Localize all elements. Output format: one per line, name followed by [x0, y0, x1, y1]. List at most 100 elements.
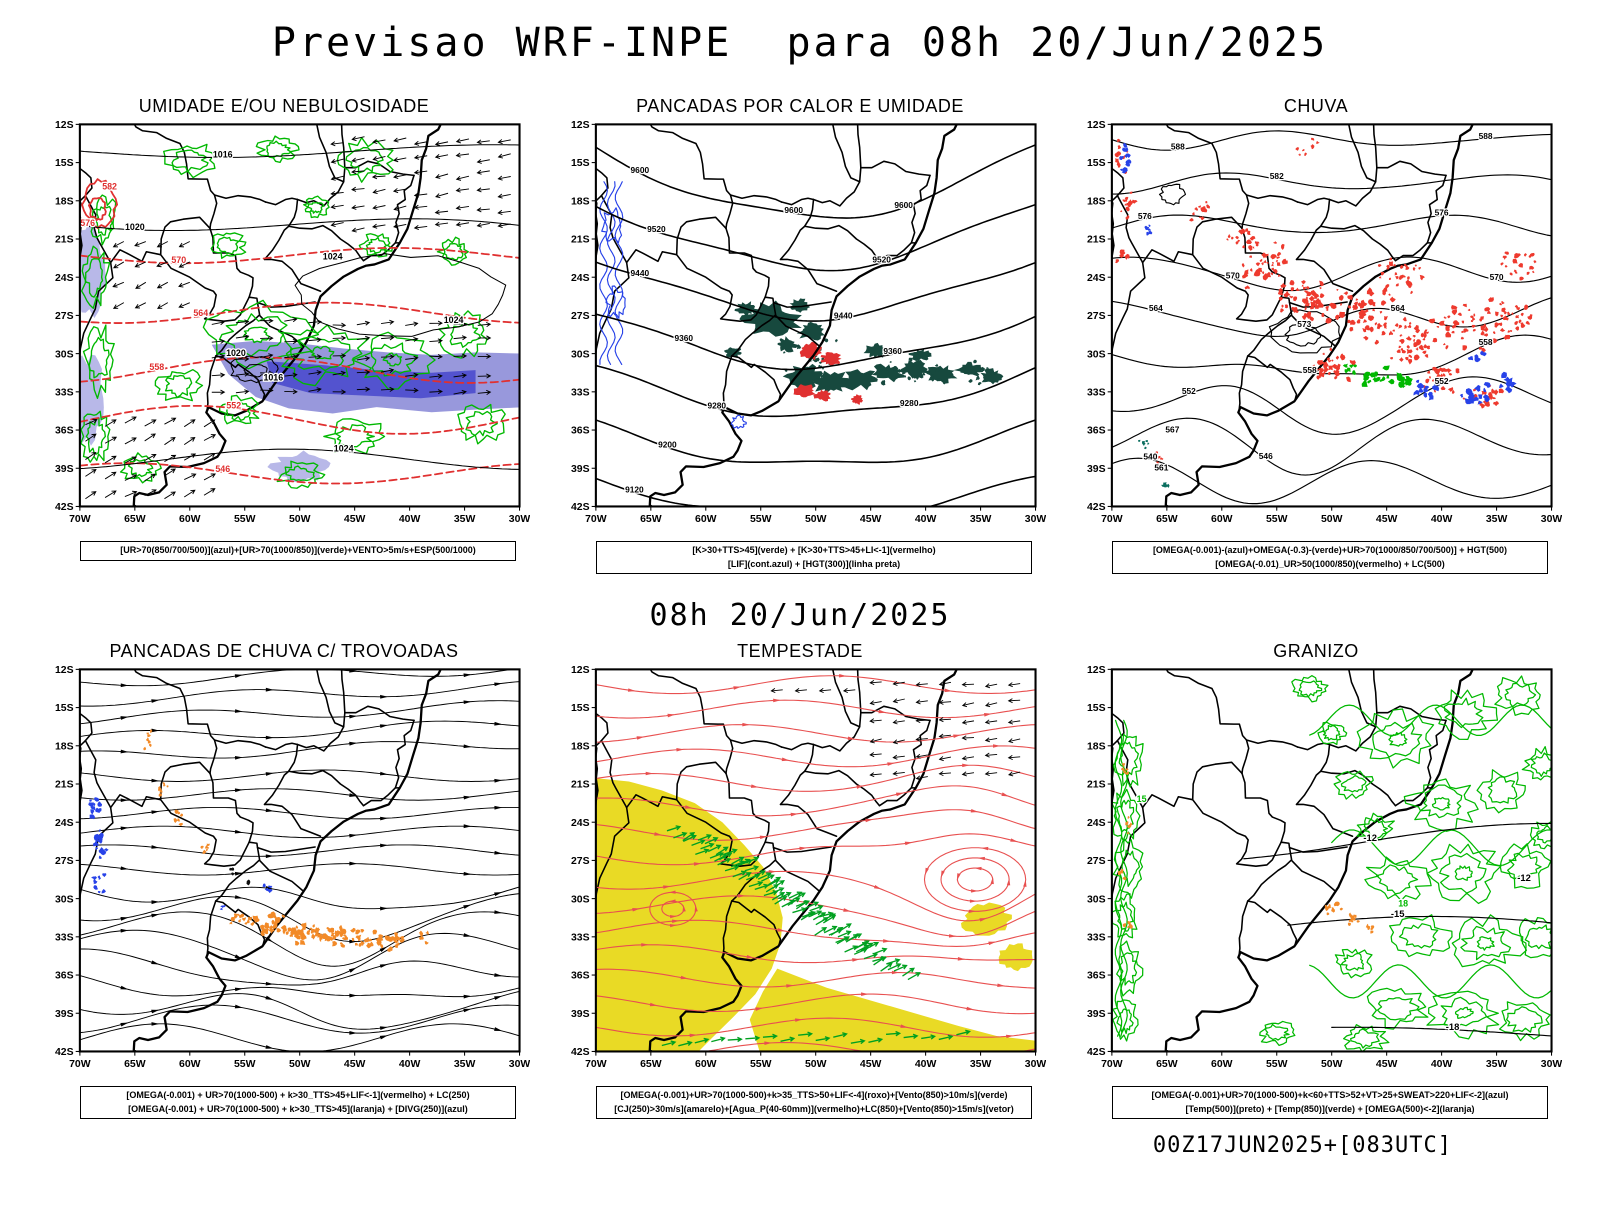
panel-chuva: CHUVA 588 588 582 576 576 570 570 564 564 558 558 5… — [1070, 96, 1562, 574]
panel-title-umidade: UMIDADE E/OU NEBULOSIDADE — [138, 96, 430, 116]
svg-text:40W: 40W — [915, 1059, 937, 1070]
map-granizo: -12 -15 -18 -12 15 18 12S 15S 18S 21S 24S 27S 30S 33S… — [1087, 665, 1562, 1070]
svg-text:42S: 42S — [571, 502, 590, 513]
svg-text:30W: 30W — [509, 1059, 530, 1070]
caption-line: [OMEGA(-0.001) + UR>70(1000-500) + k>30_… — [126, 1090, 470, 1100]
svg-text:70W: 70W — [69, 514, 91, 525]
svg-text:9440: 9440 — [631, 268, 650, 278]
caption-box-granizo: [OMEGA(-0.001)+UR>70(1000-500)+k<60+TTS>… — [1112, 1086, 1548, 1119]
svg-text:35W: 35W — [970, 1059, 992, 1070]
svg-text:18: 18 — [1398, 898, 1408, 908]
svg-text:30W: 30W — [1541, 1059, 1562, 1070]
svg-text:50W: 50W — [1321, 1059, 1343, 1070]
svg-text:9520: 9520 — [872, 255, 891, 265]
svg-text:21S: 21S — [1087, 780, 1106, 791]
caption-line: [UR>70(850/700/500)](azul)+[UR>70(1000/8… — [120, 545, 476, 555]
svg-text:40W: 40W — [915, 514, 937, 525]
svg-text:573: 573 — [1297, 319, 1311, 329]
caption-line: [OMEGA(-0.001)-(azul)+OMEGA(-0.3)-(verde… — [1152, 545, 1508, 555]
map-frame — [78, 123, 521, 508]
caption-line: [K>30+TTS>45](verde) + [K>30+TTS>45+LI<-… — [692, 545, 936, 555]
svg-text:564: 564 — [1149, 303, 1163, 313]
svg-text:558: 558 — [1479, 337, 1493, 347]
svg-text:39S: 39S — [1087, 1009, 1106, 1020]
svg-text:15S: 15S — [571, 703, 590, 714]
model-run-label: 00Z17JUN2025+[083UTC] — [1152, 1133, 1452, 1158]
svg-text:45W: 45W — [1376, 514, 1398, 525]
svg-text:24S: 24S — [1087, 273, 1106, 284]
contour-value-labels: -12 -15 -18 -12 15 18 — [1135, 792, 1532, 1033]
svg-text:552: 552 — [1182, 386, 1196, 396]
svg-text:27S: 27S — [1087, 856, 1106, 867]
panel-row-2: PANCADAS DE CHUVA C/ TROVOADAS 12S 15S 18S… — [0, 641, 1600, 1119]
svg-text:-15: -15 — [1391, 908, 1405, 919]
svg-text:40W: 40W — [399, 1059, 421, 1070]
svg-text:576: 576 — [1435, 208, 1449, 218]
svg-text:588: 588 — [1171, 142, 1185, 152]
shaded-fields — [595, 778, 1036, 1052]
svg-text:45W: 45W — [344, 514, 366, 525]
svg-text:50W: 50W — [805, 1059, 827, 1070]
svg-text:552: 552 — [226, 400, 241, 410]
svg-text:1016: 1016 — [263, 372, 283, 382]
svg-text:12S: 12S — [55, 665, 74, 676]
svg-text:30S: 30S — [571, 894, 590, 905]
caption-line: [Temp(500)](preto) + [Temp(850)](verde) … — [1185, 1103, 1475, 1114]
svg-text:9280: 9280 — [900, 398, 919, 408]
svg-text:33S: 33S — [571, 932, 590, 943]
svg-text:15S: 15S — [1087, 703, 1106, 714]
svg-text:1020: 1020 — [226, 348, 246, 358]
svg-text:564: 564 — [1391, 303, 1405, 313]
svg-text:12S: 12S — [55, 120, 74, 131]
svg-text:27S: 27S — [571, 856, 590, 867]
forecast-page: Previsao WRF-INPE para 08h 20/Jun/2025 U… — [0, 20, 1600, 1158]
valid-time-label: 08h 20/Jun/2025 — [649, 598, 951, 633]
svg-text:15S: 15S — [1087, 158, 1106, 169]
svg-text:12S: 12S — [571, 665, 590, 676]
svg-text:70W: 70W — [69, 1059, 91, 1070]
map-umidade: 1016 1020 1024 1024 1020 1016 1024 582 576 570 564… — [55, 120, 530, 525]
svg-text:18S: 18S — [571, 196, 590, 207]
svg-text:9600: 9600 — [784, 205, 803, 215]
map-frame — [78, 668, 521, 1053]
panel-title-pancadas-calor: PANCADAS POR CALOR E UMIDADE — [636, 96, 964, 116]
svg-text:33S: 33S — [571, 387, 590, 398]
svg-text:60W: 60W — [695, 514, 717, 525]
svg-text:9280: 9280 — [707, 401, 726, 411]
svg-text:21S: 21S — [571, 780, 590, 791]
svg-text:70W: 70W — [585, 1059, 607, 1070]
svg-text:27S: 27S — [1087, 311, 1106, 322]
svg-text:570: 570 — [1490, 272, 1504, 282]
svg-text:39S: 39S — [571, 464, 590, 475]
svg-text:15S: 15S — [55, 158, 74, 169]
svg-text:24S: 24S — [571, 818, 590, 829]
map-frame — [594, 668, 1037, 1053]
svg-text:60W: 60W — [1211, 1059, 1233, 1070]
svg-text:30W: 30W — [1025, 514, 1046, 525]
svg-text:35W: 35W — [1486, 514, 1508, 525]
svg-text:9520: 9520 — [647, 224, 666, 234]
svg-text:9440: 9440 — [834, 310, 853, 320]
svg-text:1016: 1016 — [213, 149, 233, 159]
svg-text:21S: 21S — [55, 780, 74, 791]
map-pancadas-calor: 9600 9600 9600 9520 9520 9440 9440 9360 9360 9280… — [571, 120, 1046, 525]
svg-text:39S: 39S — [1087, 464, 1106, 475]
panel-tempestade: TEMPESTADE 12S 15S 18S 21S 24S 27S 30S 33S 36S 39… — [554, 641, 1046, 1119]
svg-text:576: 576 — [1138, 211, 1152, 221]
svg-text:558: 558 — [1303, 365, 1317, 375]
svg-text:1020: 1020 — [125, 222, 145, 232]
svg-text:9360: 9360 — [883, 346, 902, 356]
svg-text:70W: 70W — [585, 514, 607, 525]
svg-text:55W: 55W — [1266, 1059, 1288, 1070]
caption-line: [OMEGA(-0.001)+UR>70(1000-500)+k<60+TTS>… — [1151, 1090, 1509, 1100]
svg-text:30S: 30S — [55, 349, 74, 360]
svg-text:65W: 65W — [124, 514, 146, 525]
contour-value-labels: 9600 9600 9600 9520 9520 9440 9440 9360 9360 9280… — [624, 164, 920, 496]
svg-text:60W: 60W — [695, 1059, 717, 1070]
contour-overlays — [1111, 130, 1552, 505]
coastline-borders — [79, 124, 442, 507]
